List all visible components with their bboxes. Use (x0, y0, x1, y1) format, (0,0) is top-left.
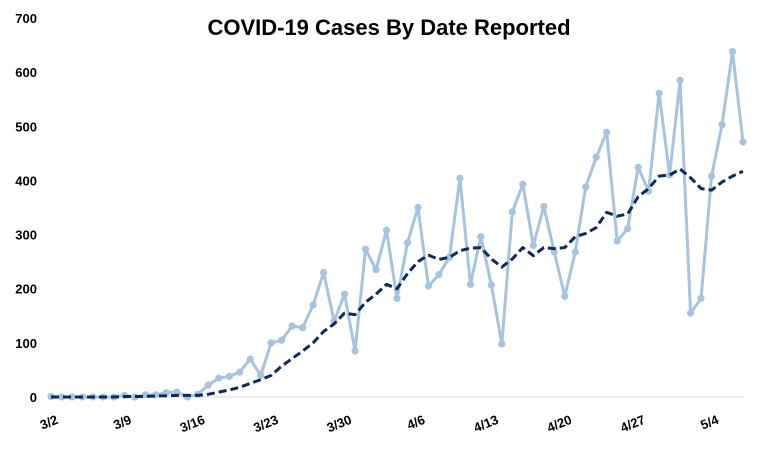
data-point (739, 138, 747, 146)
x-tick-label: 3/30 (325, 412, 354, 435)
y-tick-label: 300 (15, 228, 37, 243)
data-point (571, 248, 579, 256)
y-tick-label: 500 (15, 119, 37, 134)
data-point (466, 280, 474, 288)
data-point (686, 309, 695, 317)
series-line-average (51, 167, 744, 399)
data-point (624, 225, 632, 233)
y-tick-label: 400 (15, 173, 37, 188)
y-axis: 0 100 200 300 400 500 600 700 (15, 11, 37, 405)
x-tick-label: 4/27 (618, 412, 647, 435)
data-point (225, 372, 233, 381)
data-point (288, 322, 296, 330)
data-point (382, 226, 391, 234)
data-point (603, 128, 611, 136)
data-point (340, 290, 349, 298)
data-point (529, 241, 537, 249)
data-point (361, 245, 370, 253)
data-point (477, 233, 485, 241)
x-axis: 3/2 3/9 3/16 3/23 3/30 4/6 4/13 4/20 4/27 5/4 (38, 412, 722, 436)
y-tick-label: 600 (15, 65, 37, 80)
data-point (309, 301, 317, 309)
data-point (299, 324, 307, 332)
x-tick-label: 3/23 (251, 412, 280, 435)
data-point (267, 339, 275, 347)
data-point (393, 294, 401, 303)
x-tick-label: 4/13 (471, 412, 500, 435)
data-point (613, 237, 621, 245)
data-point (676, 76, 684, 84)
data-point (707, 172, 716, 180)
data-point (655, 89, 663, 97)
data-point (204, 381, 212, 389)
data-point (257, 371, 265, 379)
data-point (246, 355, 254, 363)
x-tick-label: 4/6 (405, 412, 427, 433)
data-point (424, 282, 433, 290)
data-point (540, 202, 548, 211)
data-point (278, 336, 286, 344)
x-tick-label: 3/9 (111, 412, 133, 433)
data-point (519, 180, 527, 188)
data-point (508, 208, 516, 216)
data-point (728, 47, 737, 56)
data-point (215, 374, 223, 382)
data-point (582, 183, 590, 191)
data-point (487, 281, 495, 289)
data-point (592, 153, 600, 161)
series-line-daily (49, 50, 745, 399)
x-tick-label: 4/20 (545, 412, 574, 435)
data-point (414, 203, 422, 212)
data-point (550, 248, 558, 256)
data-point (456, 174, 464, 182)
y-tick-label: 200 (15, 282, 37, 297)
x-tick-label: 3/2 (38, 412, 60, 433)
chart-title: COVID-19 Cases By Date Reported (207, 15, 570, 40)
data-point (372, 266, 380, 274)
data-point (68, 393, 76, 401)
data-point (634, 163, 642, 172)
y-tick-label: 0 (30, 390, 37, 405)
data-point (236, 368, 244, 376)
y-tick-label: 700 (15, 11, 37, 26)
data-point (57, 393, 66, 401)
y-tick-label: 100 (15, 336, 37, 351)
data-point (561, 292, 569, 300)
data-point (320, 268, 328, 277)
x-tick-label: 3/16 (178, 412, 207, 435)
data-point (403, 239, 412, 247)
data-point (697, 294, 705, 303)
plot-area (47, 47, 747, 401)
data-point (718, 121, 726, 129)
data-point (351, 347, 359, 355)
x-tick-label: 5/4 (698, 412, 721, 433)
data-point (435, 271, 443, 279)
data-point (498, 340, 506, 348)
